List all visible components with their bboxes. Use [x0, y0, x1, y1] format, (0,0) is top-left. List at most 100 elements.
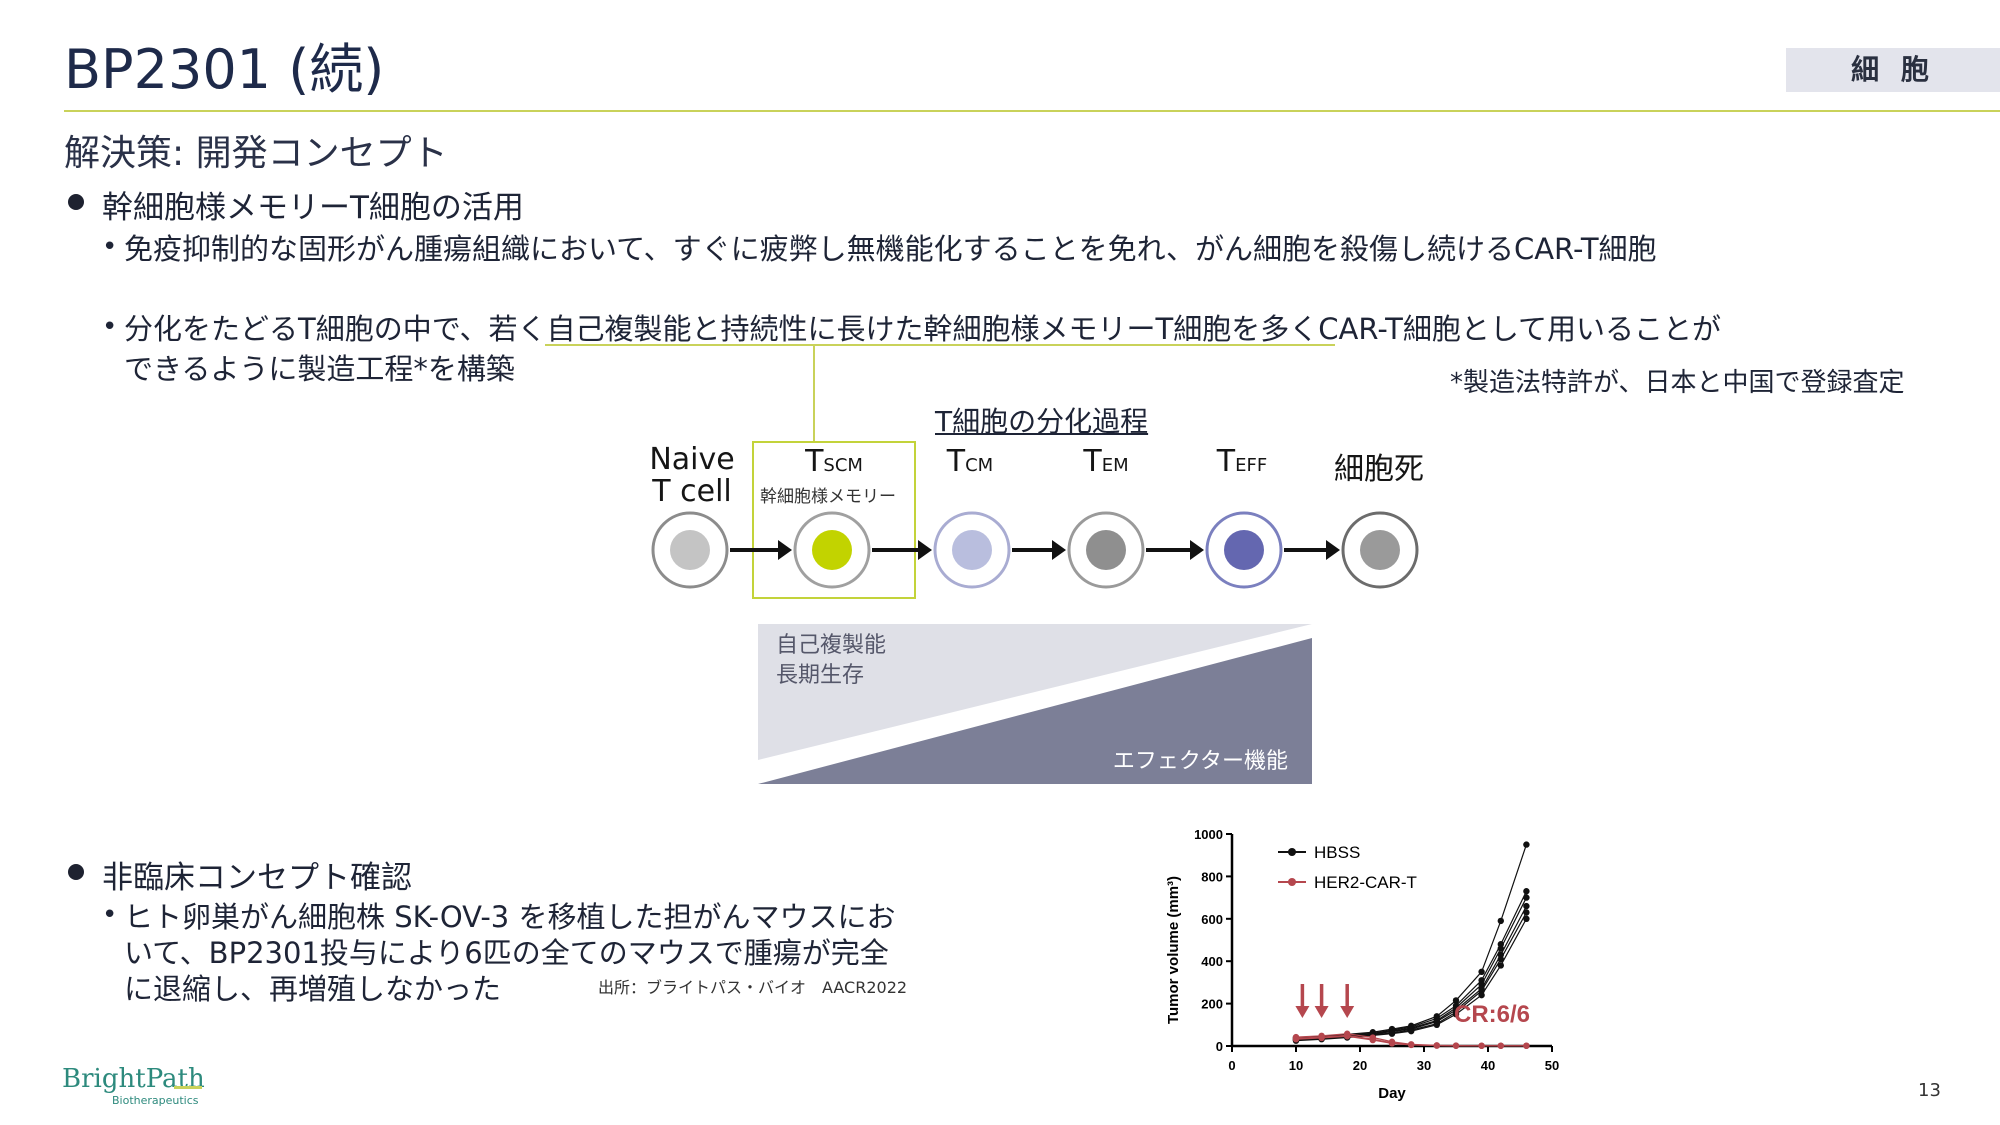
self-renewal-gradient	[758, 624, 1312, 760]
data-point	[1344, 1033, 1351, 1040]
cell-nucleus	[1224, 530, 1264, 570]
stage-subscript: EFF	[1235, 455, 1268, 476]
x-tick-label: 30	[1417, 1058, 1431, 1073]
data-point	[1478, 991, 1485, 999]
logo-accent	[174, 1086, 202, 1089]
data-point	[1523, 841, 1530, 848]
page-number: 13	[1918, 1080, 1941, 1101]
data-point	[1388, 1040, 1396, 1047]
patent-note: *製造法特許が、日本と中国で登録査定	[1450, 368, 1905, 398]
effector-gradient	[758, 638, 1312, 784]
sub-bullet: •	[102, 232, 118, 262]
chart-legend: HBSS HER2-CAR-T	[1278, 843, 1417, 892]
section1-heading: 幹細胞様メモリーT細胞の活用	[102, 190, 524, 226]
section2-line-3: に退縮し、再増殖しなかった	[124, 972, 502, 1006]
data-point	[1408, 1041, 1415, 1049]
data-point	[1452, 997, 1460, 1004]
stage-subscript: CM	[965, 455, 994, 476]
data-point	[1497, 917, 1504, 925]
stage-subscript: SCM	[823, 455, 863, 476]
data-point	[1497, 962, 1504, 969]
stage-main: T	[946, 444, 966, 479]
chart-series	[1292, 841, 1530, 1049]
section2-heading: 非臨床コンセプト確認	[102, 860, 412, 896]
legend-swatch-marker	[1288, 848, 1296, 856]
cell-nucleus	[812, 530, 852, 570]
gradient-label-effector: エフェクター機能	[1113, 749, 1288, 774]
cell-nucleus	[670, 530, 710, 570]
company-logo-subtitle: Biotherapeutics	[112, 1094, 199, 1107]
dosing-arrow-icon	[1340, 1006, 1355, 1018]
stage-label-tcm: TCM	[920, 444, 1020, 479]
stage-main: T	[1083, 444, 1102, 479]
y-tick-label: 200	[1201, 997, 1223, 1012]
data-point	[1452, 1011, 1460, 1018]
title-divider	[64, 110, 2000, 112]
section1-item-2-continued: できるように製造工程*を構築	[124, 352, 515, 386]
data-point	[1408, 1027, 1415, 1035]
x-tick-label: 10	[1289, 1058, 1303, 1073]
cell-nucleus	[1360, 530, 1400, 570]
chart-axes: 0 200 400 600 800 1000 0 10 20 30 40 50	[1194, 827, 1559, 1073]
tscm-highlight-box	[752, 441, 916, 599]
cell-nucleus	[1086, 530, 1126, 570]
chart-annotation-cr: CR:6/6	[1454, 1001, 1530, 1028]
dosing-arrow-icon	[1295, 1006, 1310, 1018]
data-point	[1497, 955, 1504, 963]
data-point	[1433, 1021, 1440, 1028]
stage-label-cell-death: 細胞死	[1334, 452, 1424, 487]
data-point	[1523, 888, 1530, 895]
y-tick-label: 600	[1201, 912, 1223, 927]
stage-label-tem: TEM	[1056, 444, 1156, 479]
x-tick-label: 20	[1353, 1058, 1367, 1073]
y-tick-label: 1000	[1194, 827, 1223, 842]
data-point	[1318, 1034, 1325, 1042]
stage-jp-label: 幹細胞様メモリー	[760, 487, 896, 507]
cell-nucleus	[952, 530, 992, 570]
arrow-head-icon	[1190, 540, 1204, 560]
stage-label-tscm: TSCM	[770, 444, 898, 479]
dosing-arrow-icon	[1314, 1006, 1329, 1018]
section2-line-1: ヒト卵巣がん細胞株 SK-OV-3 を移植した担がんマウスにお	[124, 900, 896, 934]
tumor-volume-chart: 0 200 400 600 800 1000 0 10 20 30 40 50 HBSS HER2-CA…	[1165, 827, 1559, 1102]
page-title: BP2301 (続)	[64, 38, 385, 101]
legend-swatch-marker	[1288, 878, 1296, 886]
sub-bullet: •	[102, 312, 118, 342]
data-point	[1478, 968, 1485, 975]
data-point	[1523, 1042, 1530, 1049]
stage-label-naive-line2: T cell	[652, 474, 732, 509]
data-point	[1369, 1036, 1376, 1044]
sub-bullet: •	[102, 900, 118, 930]
chart-x-axis-label: Day	[1378, 1085, 1406, 1102]
y-tick-label: 0	[1216, 1039, 1223, 1054]
gradient-label-self-renewal: 自己複製能	[776, 633, 886, 658]
arrow-head-icon	[1052, 540, 1066, 560]
connector-line	[813, 346, 815, 442]
y-tick-label: 400	[1201, 954, 1223, 969]
gradient-triangle-diagram: 自己複製能 長期生存 エフェクター機能	[758, 624, 1312, 784]
x-tick-label: 0	[1228, 1058, 1235, 1073]
stage-subscript: EM	[1101, 455, 1129, 476]
section2-line-2: いて、BP2301投与により6匹の全てのマウスで腫瘍が完全	[124, 936, 889, 970]
stage-label-naive-line1: Naive	[649, 442, 735, 477]
data-point	[1523, 915, 1530, 922]
bullet-dot	[68, 194, 84, 210]
data-point	[1523, 902, 1530, 910]
stage-label-teff: TEFF	[1192, 444, 1292, 479]
data-point	[1452, 1042, 1460, 1049]
section1-item-2: 分化をたどるT細胞の中で、若く自己複製能と持続性に長けた幹細胞様メモリーT細胞を…	[124, 312, 1721, 346]
data-point	[1497, 1042, 1504, 1049]
arrow-head-icon	[1326, 540, 1340, 560]
data-point	[1478, 1042, 1485, 1049]
gradient-label-longevity: 長期生存	[776, 663, 864, 688]
y-tick-label: 800	[1201, 869, 1223, 884]
x-tick-label: 40	[1481, 1058, 1495, 1073]
arrow-head-icon	[918, 540, 932, 560]
category-tag: 細 胞	[1786, 48, 2000, 92]
data-point	[1433, 1042, 1440, 1049]
arrow-head-icon	[778, 540, 792, 560]
cell-differentiation-row	[651, 511, 1419, 589]
stage-label-naive: Naive T cell	[642, 444, 742, 508]
stage-main: T	[1216, 444, 1236, 479]
page-subtitle: 解決策: 開発コンセプト	[64, 133, 448, 174]
